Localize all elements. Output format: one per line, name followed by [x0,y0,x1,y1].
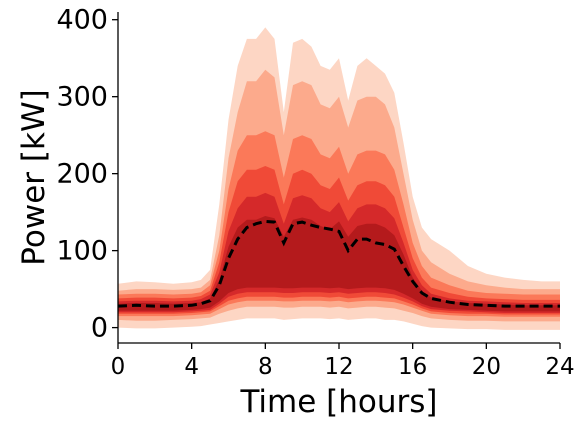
x-tick-label: 0 [111,354,126,380]
y-tick-label: 0 [91,313,108,344]
percentile-band-6 [118,216,560,312]
x-tick-label: 20 [472,354,501,380]
x-tick-label: 8 [258,354,273,380]
x-axis-title: Time [hours] [239,384,437,420]
x-tick-label: 24 [545,354,574,380]
ticks: 0 4 8 12 16 20 24 0 100 200 300 400 [56,5,574,380]
x-tick-label: 16 [398,354,427,380]
x-tick-label: 12 [324,354,353,380]
y-tick-label: 300 [56,82,108,113]
y-tick-label: 100 [56,236,108,267]
median-line [117,219,560,308]
percentile-bands [118,27,560,330]
series-lines [117,219,560,308]
y-tick-label: 200 [56,159,108,190]
x-tick-label: 4 [184,354,199,380]
y-axis-title: Power [kW] [16,89,52,265]
y-tick-label: 400 [56,5,108,36]
